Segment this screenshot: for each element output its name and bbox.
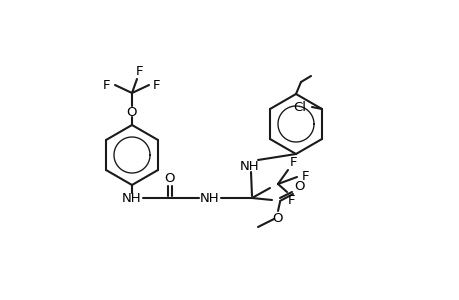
Text: NH: NH (240, 160, 259, 172)
Text: O: O (127, 106, 137, 118)
Text: F: F (302, 169, 309, 182)
Text: F: F (288, 194, 295, 206)
Text: F: F (103, 79, 111, 92)
Text: F: F (153, 79, 160, 92)
Text: F: F (290, 155, 297, 169)
Text: O: O (272, 212, 283, 224)
Text: Cl: Cl (293, 100, 306, 113)
Text: NH: NH (200, 191, 219, 205)
Text: O: O (164, 172, 175, 185)
Text: F: F (136, 64, 143, 77)
Text: O: O (294, 179, 305, 193)
Text: NH: NH (122, 191, 141, 205)
